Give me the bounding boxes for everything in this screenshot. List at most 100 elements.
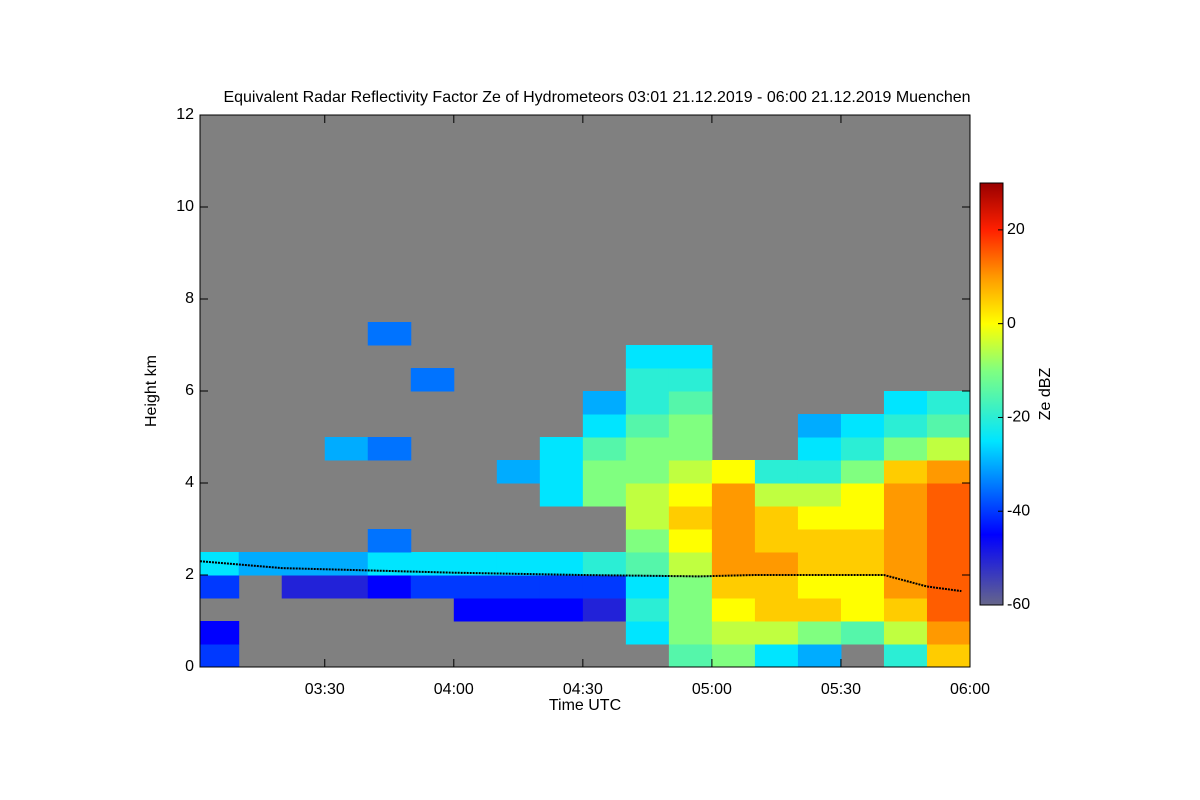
- heat-cell: [496, 460, 541, 484]
- heat-cell: [668, 391, 713, 415]
- heat-cell: [625, 575, 670, 599]
- x-tick-label: 05:30: [821, 681, 861, 698]
- heat-cell: [668, 460, 713, 484]
- heat-cell: [453, 598, 498, 622]
- heat-cell: [754, 460, 799, 484]
- heat-cell: [582, 552, 627, 576]
- heat-cell: [840, 575, 885, 599]
- heat-cell: [926, 483, 971, 507]
- heat-cell: [582, 483, 627, 507]
- heat-cell: [625, 437, 670, 461]
- heat-cell: [926, 529, 971, 553]
- heat-cell: [883, 621, 928, 645]
- heat-cell: [754, 552, 799, 576]
- heat-cell: [367, 437, 412, 461]
- heat-cell: [625, 368, 670, 392]
- heat-cell: [883, 552, 928, 576]
- colorbar: [979, 182, 1004, 606]
- heat-cell: [711, 621, 756, 645]
- heat-cell: [539, 460, 584, 484]
- heat-cell: [281, 575, 326, 599]
- heat-cell: [926, 391, 971, 415]
- heat-cell: [711, 598, 756, 622]
- heat-cell: [926, 506, 971, 530]
- heat-cell: [200, 621, 240, 645]
- heat-cell: [496, 575, 541, 599]
- heat-cell: [582, 437, 627, 461]
- x-tick-label: 05:00: [692, 681, 732, 698]
- heat-cell: [668, 529, 713, 553]
- heat-cell: [281, 552, 326, 576]
- heat-cell: [883, 644, 928, 668]
- heat-cell: [410, 575, 455, 599]
- heat-cell: [797, 644, 842, 668]
- heat-cell: [582, 598, 627, 622]
- heat-cell: [625, 506, 670, 530]
- heat-cell: [926, 460, 971, 484]
- y-tick-label: 4: [185, 474, 194, 491]
- heat-cell: [625, 483, 670, 507]
- heat-cell: [324, 437, 369, 461]
- y-tick-label: 8: [185, 290, 194, 307]
- heat-cell: [625, 460, 670, 484]
- heat-cell: [926, 552, 971, 576]
- heat-cell: [367, 575, 412, 599]
- heat-cell: [496, 552, 541, 576]
- heat-cell: [625, 529, 670, 553]
- heat-cell: [883, 575, 928, 599]
- heat-cell: [883, 460, 928, 484]
- heat-cell: [797, 552, 842, 576]
- y-tick-label: 0: [185, 658, 194, 675]
- heat-cell: [797, 575, 842, 599]
- heat-cell: [711, 552, 756, 576]
- heat-cell: [496, 598, 541, 622]
- heat-cell: [883, 437, 928, 461]
- heat-cell: [367, 529, 412, 553]
- y-tick-label: 12: [176, 106, 194, 123]
- heat-cell: [367, 552, 412, 576]
- heat-cell: [711, 575, 756, 599]
- heat-cell: [711, 644, 756, 668]
- heat-cell: [840, 506, 885, 530]
- heat-cell: [453, 552, 498, 576]
- heat-cell: [797, 621, 842, 645]
- heat-cell: [200, 644, 240, 668]
- heat-cell: [625, 552, 670, 576]
- colorbar-label: Ze dBZ: [1037, 368, 1054, 421]
- heat-cell: [238, 552, 283, 576]
- heat-cell: [797, 483, 842, 507]
- heat-cell: [453, 575, 498, 599]
- heat-cell: [625, 621, 670, 645]
- heat-cell: [711, 483, 756, 507]
- heat-cell: [711, 529, 756, 553]
- heat-cell: [883, 529, 928, 553]
- heat-cell: [926, 437, 971, 461]
- heat-cell: [668, 437, 713, 461]
- heat-cell: [926, 414, 971, 438]
- heat-cell: [324, 552, 369, 576]
- x-tick-label: 06:00: [950, 681, 990, 698]
- heat-cell: [582, 414, 627, 438]
- heat-cell: [883, 414, 928, 438]
- heat-cell: [625, 345, 670, 369]
- heat-cell: [883, 391, 928, 415]
- heat-cell: [797, 437, 842, 461]
- heat-cell: [582, 575, 627, 599]
- heat-cell: [410, 552, 455, 576]
- heat-cell: [668, 483, 713, 507]
- heat-cell: [200, 575, 240, 599]
- heat-cell: [926, 598, 971, 622]
- heat-cell: [539, 575, 584, 599]
- x-tick-label: 04:00: [434, 681, 474, 698]
- heat-cell: [754, 506, 799, 530]
- heat-cell: [668, 345, 713, 369]
- heat-cell: [840, 529, 885, 553]
- heat-cell: [668, 644, 713, 668]
- heat-cell: [840, 598, 885, 622]
- heat-cell: [625, 414, 670, 438]
- heat-cell: [840, 552, 885, 576]
- heat-cell: [668, 368, 713, 392]
- heat-cell: [797, 460, 842, 484]
- heat-cell: [797, 414, 842, 438]
